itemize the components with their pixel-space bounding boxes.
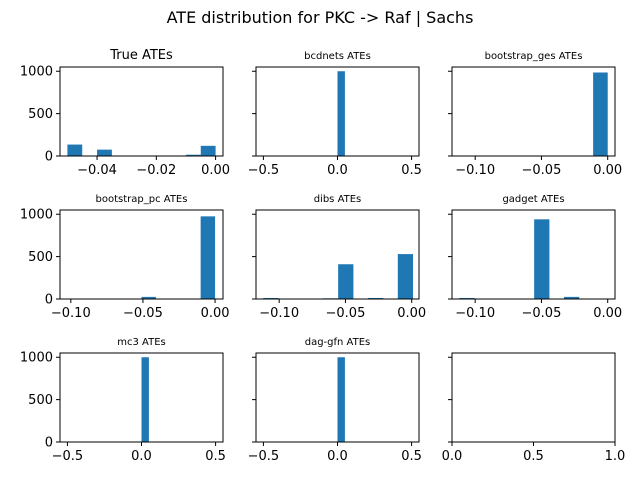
histogram-bar — [534, 219, 550, 299]
x-tick-label: 0.00 — [201, 306, 230, 321]
subplot-title: True ATEs — [109, 48, 173, 63]
x-tick-label: 0.00 — [201, 163, 230, 178]
y-tick-label: 500 — [28, 107, 53, 122]
y-tick-label: 500 — [28, 393, 53, 408]
histogram-bar — [397, 254, 414, 299]
subplot-7: 0 500 1000 −0.5 0.0 0.5 mc3 ATEs — [20, 337, 226, 464]
axes-frame — [451, 66, 616, 157]
x-tick-label: 0.0 — [327, 449, 348, 464]
axes-frame — [451, 209, 616, 300]
axes-frame — [59, 209, 224, 300]
y-tick-label: 0 — [45, 150, 53, 165]
subplot-title: mc3 ATEs — [117, 337, 165, 348]
y-tick-label: 1000 — [20, 351, 53, 366]
figure-suptitle: ATE distribution for PKC -> Raf | Sachs — [167, 8, 474, 27]
y-tick-label: 0 — [45, 436, 53, 451]
histogram-bar — [367, 297, 384, 299]
subplot-title: dibs ATEs — [314, 194, 362, 205]
x-tick-label: −0.04 — [77, 163, 117, 178]
x-tick-label: 0.5 — [401, 449, 422, 464]
subplot-title: gadget ATEs — [502, 194, 564, 205]
histogram-bar — [97, 149, 112, 156]
x-tick-label: 0.0 — [131, 449, 152, 464]
x-tick-label: −0.5 — [248, 449, 280, 464]
y-tick-label: 1000 — [20, 208, 53, 223]
x-tick-label: −0.05 — [522, 306, 562, 321]
subplot-2: −0.5 0.0 0.5 bcdnets ATEs — [248, 51, 422, 178]
x-tick-label: −0.05 — [522, 163, 562, 178]
x-tick-label: −0.10 — [455, 306, 495, 321]
histogram-bar — [141, 357, 149, 442]
subplot-8: −0.5 0.0 0.5 dag-gfn ATEs — [248, 337, 422, 464]
subplot-3: −0.10 −0.05 0.00 bootstrap_ges ATEs — [448, 51, 622, 178]
histogram-bar — [338, 264, 354, 299]
axes-frame — [59, 66, 224, 157]
x-tick-label: 0.00 — [397, 306, 426, 321]
x-tick-label: −0.5 — [248, 163, 280, 178]
y-tick-label: 500 — [28, 250, 53, 265]
subplot-6: −0.10 −0.05 0.00 gadget ATEs — [448, 194, 622, 321]
subplot-title: dag-gfn ATEs — [305, 337, 371, 348]
x-tick-label: 0.0 — [442, 449, 463, 464]
subplot-title: bootstrap_pc ATEs — [96, 194, 188, 205]
histogram-bar — [200, 145, 216, 156]
axes-frame — [255, 209, 420, 300]
histogram-bar — [337, 357, 345, 442]
x-tick-label: −0.10 — [51, 306, 91, 321]
x-tick-label: −0.5 — [52, 449, 84, 464]
x-tick-label: 0.5 — [523, 449, 544, 464]
subplot-title: bootstrap_ges ATEs — [485, 51, 583, 62]
x-tick-label: 0.00 — [593, 306, 622, 321]
histogram-bar — [200, 216, 216, 299]
x-tick-label: −0.10 — [259, 306, 299, 321]
subplot-4: 0 500 1000 −0.10 −0.05 0.00 bootstrap_pc ATEs — [20, 194, 230, 321]
x-tick-label: −0.05 — [326, 306, 366, 321]
histogram-bar — [67, 144, 83, 156]
histogram-bar — [563, 296, 580, 299]
x-tick-label: 0.5 — [401, 163, 422, 178]
x-tick-label: −0.05 — [123, 306, 163, 321]
x-tick-label: 1.0 — [605, 449, 626, 464]
x-tick-label: 0.5 — [205, 449, 226, 464]
y-tick-label: 0 — [45, 293, 53, 308]
y-tick-label: 1000 — [20, 65, 53, 80]
histogram-bar — [593, 72, 608, 156]
histogram-bar — [337, 71, 345, 156]
histogram-bar — [263, 297, 279, 299]
subplot-9: 0.0 0.5 1.0 — [442, 352, 626, 464]
x-tick-label: −0.10 — [455, 163, 495, 178]
x-tick-label: 0.0 — [327, 163, 348, 178]
x-tick-label: 0.00 — [593, 163, 622, 178]
subplot-1: 0 500 1000 −0.04 −0.02 0.00 True ATEs — [20, 48, 230, 178]
histogram-bar — [459, 297, 475, 299]
histogram-bar — [185, 154, 201, 156]
subplot-title: bcdnets ATEs — [304, 51, 371, 62]
x-tick-label: −0.02 — [136, 163, 176, 178]
subplot-5: −0.10 −0.05 0.00 dibs ATEs — [252, 194, 426, 321]
histogram-bar — [141, 296, 156, 299]
